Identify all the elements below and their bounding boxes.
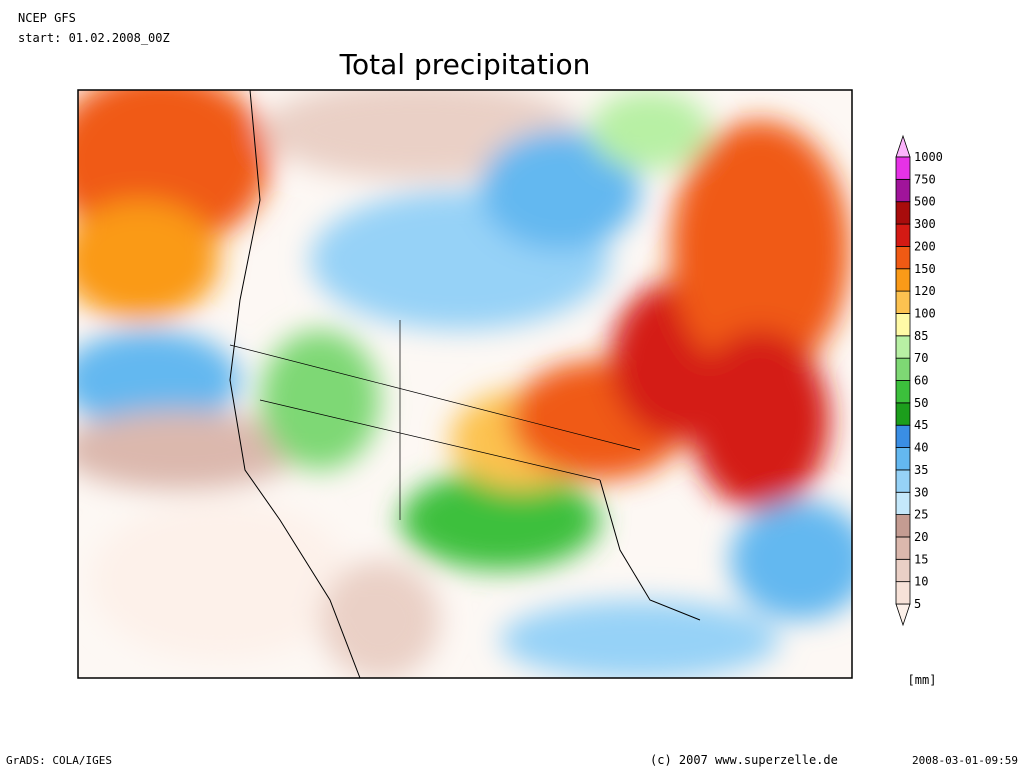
legend-label: 200 <box>914 239 936 253</box>
legend-swatch <box>895 223 911 247</box>
footer-center: (c) 2007 www.superzelle.de <box>650 753 838 767</box>
legend-label: 30 <box>914 485 928 499</box>
legend-label: 50 <box>914 396 928 410</box>
legend-label: 40 <box>914 441 928 455</box>
legend-label: 85 <box>914 329 928 343</box>
legend-swatch <box>895 245 911 270</box>
legend-label: 750 <box>914 172 936 186</box>
legend-label: 25 <box>914 508 928 522</box>
legend-swatch <box>895 357 911 381</box>
legend-arrow <box>895 603 911 627</box>
legend-label: 150 <box>914 262 936 276</box>
legend-swatch <box>895 536 911 560</box>
legend-swatch <box>895 558 911 583</box>
legend-label: 60 <box>914 374 928 388</box>
legend-label: 100 <box>914 306 936 320</box>
legend-label: 35 <box>914 463 928 477</box>
legend-swatch <box>895 201 911 225</box>
footer-right: 2008-03-01-09:59 <box>912 754 1018 767</box>
legend-swatch <box>895 447 911 471</box>
model-label: NCEP GFS <box>18 11 76 25</box>
legend-label: 45 <box>914 418 928 432</box>
legend-label: 500 <box>914 195 936 209</box>
legend-label: 1000 <box>914 150 943 164</box>
footer-left: GrADS: COLA/IGES <box>6 754 112 767</box>
legend-swatch <box>895 178 911 203</box>
map-title: Total precipitation <box>339 48 591 81</box>
precip-map <box>78 90 852 678</box>
map-frame <box>77 89 853 679</box>
legend-label: 70 <box>914 351 928 365</box>
legend-swatch <box>895 335 911 359</box>
legend-swatch <box>895 581 911 605</box>
unit-label: [mm] <box>908 673 937 687</box>
legend-label: 20 <box>914 530 928 544</box>
legend-swatch <box>895 424 911 448</box>
legend-label: 300 <box>914 217 936 231</box>
legend-label: 15 <box>914 552 928 566</box>
legend-swatch <box>895 402 911 426</box>
legend-swatch <box>895 380 911 404</box>
legend-label: 120 <box>914 284 936 298</box>
legend-swatch <box>895 268 911 292</box>
legend-label: 5 <box>914 597 921 611</box>
legend-label: 10 <box>914 575 928 589</box>
legend-swatch <box>895 514 911 538</box>
legend-swatch <box>895 156 911 180</box>
legend-swatch <box>895 491 911 516</box>
color-legend: 5 10 15 20 25 30 35 40 45 50 60 70 85 100 120 150 200 300… <box>895 134 943 627</box>
legend-arrow <box>895 134 911 158</box>
legend-swatch <box>895 313 911 337</box>
start-label: start: 01.02.2008_00Z <box>18 31 170 45</box>
legend-swatch <box>895 469 911 493</box>
legend-swatch <box>895 290 911 314</box>
